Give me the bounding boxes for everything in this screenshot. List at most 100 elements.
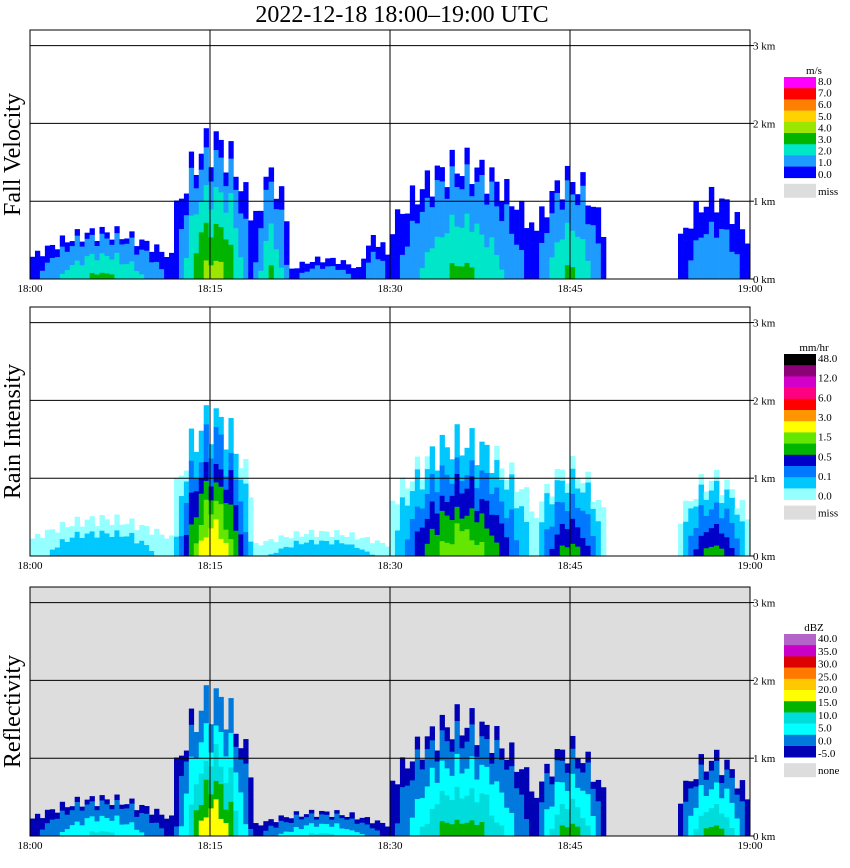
echo-cell bbox=[499, 803, 505, 815]
colorbar-swatch bbox=[784, 166, 816, 179]
echo-cell bbox=[174, 477, 180, 488]
echo-cell bbox=[334, 552, 340, 557]
echo-cell bbox=[434, 481, 440, 493]
echo-cell bbox=[39, 259, 46, 263]
x-tick-label: 19:00 bbox=[737, 840, 763, 852]
echo-cell bbox=[404, 539, 411, 548]
echo-cell bbox=[449, 823, 455, 837]
echo-cell bbox=[359, 817, 365, 821]
echo-cell bbox=[559, 480, 566, 492]
echo-cell bbox=[449, 262, 455, 280]
echo-cell bbox=[414, 493, 421, 507]
echo-cell bbox=[238, 224, 244, 236]
echo-cell bbox=[278, 537, 284, 541]
echo-cell bbox=[414, 761, 421, 775]
colorbar-swatch bbox=[784, 678, 816, 691]
echo-cell bbox=[499, 814, 505, 826]
echo-cell bbox=[203, 128, 209, 148]
echo-cell bbox=[479, 498, 485, 514]
echo-cell bbox=[489, 784, 495, 795]
echo-cell bbox=[54, 550, 61, 554]
echo-cell bbox=[320, 264, 326, 267]
echo-cell bbox=[739, 241, 746, 249]
echo-cell bbox=[334, 813, 340, 817]
echo-cell bbox=[114, 550, 120, 557]
echo-cell bbox=[374, 546, 381, 549]
echo-cell bbox=[474, 544, 480, 557]
echo-cell bbox=[729, 505, 735, 515]
echo-cell bbox=[233, 453, 239, 467]
echo-cell bbox=[188, 492, 195, 509]
echo-cell bbox=[169, 265, 175, 270]
echo-cell bbox=[124, 808, 130, 813]
echo-cell bbox=[429, 808, 435, 823]
echo-cell bbox=[34, 833, 41, 837]
echo-cell bbox=[99, 545, 105, 552]
echo-cell bbox=[119, 808, 125, 813]
echo-cell bbox=[479, 750, 485, 765]
echo-cell bbox=[238, 246, 244, 258]
echo-cell bbox=[549, 541, 555, 549]
echo-2 bbox=[253, 809, 391, 837]
echo-cell bbox=[439, 510, 445, 527]
echo-cell bbox=[390, 262, 396, 269]
echo-cell bbox=[154, 808, 160, 813]
echo-cell bbox=[519, 522, 525, 532]
echo-cell bbox=[124, 248, 130, 254]
echo-cell bbox=[708, 546, 715, 557]
echo-cell bbox=[314, 544, 320, 547]
echo-cell bbox=[369, 551, 376, 554]
echo-cell bbox=[744, 523, 751, 529]
plot-frame bbox=[29, 306, 751, 557]
echo-cell bbox=[144, 259, 150, 265]
echo-cell bbox=[729, 514, 735, 523]
echo-cell bbox=[429, 487, 435, 502]
echo-cell bbox=[293, 817, 300, 821]
y-tick-label: 3 km bbox=[753, 598, 776, 610]
echo-cell bbox=[703, 827, 710, 837]
echo-cell bbox=[539, 206, 545, 216]
echo-cell bbox=[714, 760, 720, 772]
echo-cell bbox=[134, 250, 140, 255]
echo-cell bbox=[183, 793, 190, 805]
echo-cell bbox=[243, 799, 249, 813]
echo-cell bbox=[514, 803, 520, 813]
echo-cell bbox=[429, 258, 435, 269]
echo-cell bbox=[339, 828, 345, 832]
echo-cell bbox=[218, 818, 224, 837]
echo-cell bbox=[268, 819, 274, 822]
echo-cell bbox=[330, 263, 336, 267]
echo-cell bbox=[469, 724, 475, 741]
echo-cell bbox=[439, 714, 445, 731]
echo-cell bbox=[59, 827, 66, 833]
echo-cell bbox=[154, 832, 160, 837]
echo-cell bbox=[278, 833, 284, 837]
echo-cell bbox=[499, 825, 505, 837]
echo-cell bbox=[504, 778, 510, 789]
echo-cell bbox=[359, 829, 365, 832]
echo-cell bbox=[319, 814, 325, 818]
echo-cell bbox=[385, 275, 391, 280]
echo-cell bbox=[44, 549, 51, 554]
echo-cell bbox=[419, 826, 426, 837]
echo-cell bbox=[253, 824, 259, 827]
echo-cell bbox=[724, 249, 730, 260]
echo-cell bbox=[509, 532, 515, 545]
echo-cell bbox=[570, 493, 576, 507]
echo-cell bbox=[379, 832, 386, 835]
echo-cell bbox=[390, 256, 396, 263]
echo-cell bbox=[174, 249, 180, 260]
echo-cell bbox=[564, 772, 571, 782]
echo-cell bbox=[519, 810, 525, 820]
echo-cell bbox=[34, 813, 41, 817]
echo-cell bbox=[273, 218, 280, 230]
echo-cell bbox=[149, 828, 155, 831]
echo-cell bbox=[34, 261, 41, 266]
echo-cell bbox=[263, 550, 269, 553]
echo-cell bbox=[394, 261, 401, 271]
echo-cell bbox=[534, 517, 540, 523]
echo-cell bbox=[308, 822, 315, 827]
echo-cell bbox=[729, 251, 735, 259]
echo-cell bbox=[414, 531, 421, 544]
echo-cell bbox=[183, 481, 190, 493]
